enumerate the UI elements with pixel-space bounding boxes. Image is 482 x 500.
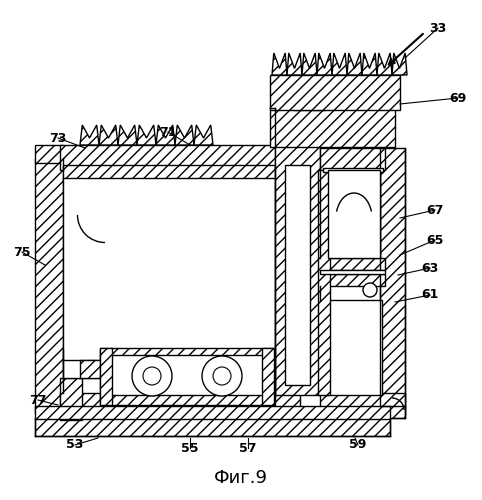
Polygon shape xyxy=(377,53,392,75)
Polygon shape xyxy=(347,53,362,75)
Bar xyxy=(320,393,405,418)
Polygon shape xyxy=(175,125,194,145)
Bar xyxy=(35,418,390,436)
Bar xyxy=(35,158,63,413)
Circle shape xyxy=(143,367,161,385)
Polygon shape xyxy=(99,125,118,145)
Circle shape xyxy=(363,283,377,297)
Text: 57: 57 xyxy=(239,442,257,454)
Bar xyxy=(80,360,275,378)
Polygon shape xyxy=(80,125,99,145)
Bar xyxy=(323,168,383,172)
Polygon shape xyxy=(362,53,377,75)
Text: 73: 73 xyxy=(49,132,67,144)
Polygon shape xyxy=(302,53,317,75)
Bar xyxy=(320,274,385,286)
Bar xyxy=(100,355,275,397)
Bar xyxy=(100,395,275,405)
Bar xyxy=(320,148,385,170)
Text: 77: 77 xyxy=(29,394,47,406)
Text: 59: 59 xyxy=(349,438,367,452)
Text: 53: 53 xyxy=(67,438,84,452)
Text: 67: 67 xyxy=(426,204,444,216)
Bar xyxy=(63,178,275,363)
Bar xyxy=(293,80,325,110)
Text: 55: 55 xyxy=(181,442,199,454)
Polygon shape xyxy=(137,125,156,145)
Bar xyxy=(60,378,82,420)
Bar xyxy=(63,360,275,378)
Circle shape xyxy=(132,356,172,396)
Text: 65: 65 xyxy=(426,234,444,246)
Text: 63: 63 xyxy=(421,262,439,274)
Text: 61: 61 xyxy=(421,288,439,302)
Circle shape xyxy=(202,356,242,396)
Text: Фиг.9: Фиг.9 xyxy=(214,469,268,487)
Bar xyxy=(100,348,112,405)
Polygon shape xyxy=(332,53,347,75)
Circle shape xyxy=(213,367,231,385)
Bar xyxy=(60,145,275,170)
Text: 75: 75 xyxy=(13,246,31,258)
Bar xyxy=(328,170,380,258)
Bar xyxy=(275,145,320,395)
Bar xyxy=(100,348,275,358)
Polygon shape xyxy=(118,125,137,145)
Bar xyxy=(262,348,274,405)
Polygon shape xyxy=(392,53,407,75)
Bar xyxy=(270,107,395,147)
Polygon shape xyxy=(287,53,302,75)
Bar xyxy=(322,300,382,395)
Bar xyxy=(60,393,300,418)
Bar xyxy=(320,258,385,270)
Bar xyxy=(35,145,63,163)
Polygon shape xyxy=(272,53,287,75)
Bar xyxy=(63,165,275,180)
Text: 33: 33 xyxy=(429,22,447,35)
Polygon shape xyxy=(156,125,175,145)
Text: 69: 69 xyxy=(449,92,467,104)
Polygon shape xyxy=(194,125,213,145)
Bar xyxy=(380,148,405,415)
Polygon shape xyxy=(317,53,332,75)
Text: 71: 71 xyxy=(159,126,177,138)
Bar xyxy=(285,165,310,385)
Bar xyxy=(270,75,400,110)
Bar xyxy=(318,170,330,395)
Bar xyxy=(320,270,385,274)
Bar xyxy=(35,406,390,419)
